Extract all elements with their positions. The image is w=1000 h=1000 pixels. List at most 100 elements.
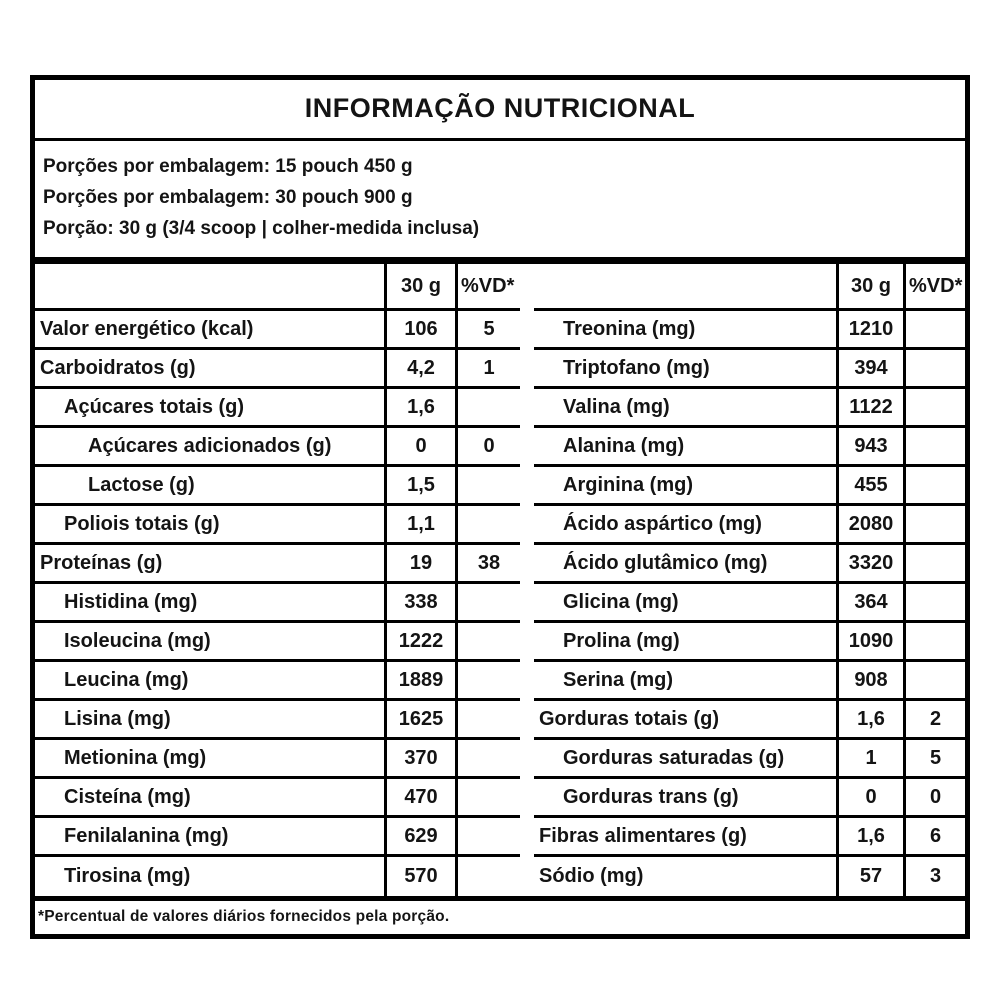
table-row: Lisina (mg) 1625: [35, 701, 520, 740]
table-row: Açúcares totais (g) 1,6: [35, 389, 520, 428]
dv-value: [458, 740, 520, 776]
amount-value: 908: [836, 662, 906, 698]
dv-value: 5: [483, 317, 495, 340]
dv-value: [458, 701, 520, 737]
amount-value: 629: [384, 818, 458, 854]
nutrient-name: Arginina (mg): [563, 473, 693, 496]
amount-value: 943: [836, 428, 906, 464]
dv-value: 38: [477, 551, 501, 574]
dv-value: [906, 584, 965, 620]
amount-value: 1,1: [384, 506, 458, 542]
table-row: Sódio (mg) 57 3: [534, 857, 965, 896]
serving-line: Porção: 30 g (3/4 scoop | colher-medida …: [43, 218, 480, 239]
column-header-row: 30 g %VD*: [534, 264, 965, 311]
amount-value: 19: [384, 545, 458, 581]
amount-value: 1122: [836, 389, 906, 425]
footnote: *Percentual de valores diários fornecido…: [35, 896, 965, 934]
dv-value: [906, 467, 965, 503]
dv-value: [458, 584, 520, 620]
nutrient-name: Açúcares adicionados (g): [88, 434, 332, 457]
dv-value: [906, 506, 965, 542]
amount-value: 1,5: [384, 467, 458, 503]
table-row: Carboidratos (g) 4,2 1: [35, 350, 520, 389]
nutrient-table-left: 30 g %VD* Valor energético (kcal) 106 5 Car…: [35, 264, 520, 896]
dv-value: [906, 662, 965, 698]
dv-value: 0: [483, 434, 495, 457]
amount-value: 1: [836, 740, 906, 776]
amount-value: 1090: [836, 623, 906, 659]
table-row: Proteínas (g) 19 38: [35, 545, 520, 584]
nutrient-name: Treonina (mg): [563, 317, 696, 340]
table-row: Treonina (mg) 1210: [534, 311, 965, 350]
amount-value: 455: [836, 467, 906, 503]
dv-value: [458, 623, 520, 659]
nutrient-name: Prolina (mg): [563, 629, 680, 652]
nutrient-name: Sódio (mg): [539, 865, 644, 887]
dv-value: 6: [929, 824, 942, 847]
nutrient-name: Gorduras trans (g): [563, 785, 739, 808]
nutrient-name: Alanina (mg): [563, 434, 685, 457]
amount-value: 106: [384, 311, 458, 347]
amount-value: 1,6: [836, 701, 906, 737]
table-row: Fenilalanina (mg) 629: [35, 818, 520, 857]
dv-value: [458, 779, 520, 815]
amount-column-header: 30 g: [384, 264, 458, 308]
nutrient-name: Proteínas (g): [40, 551, 163, 574]
nutrient-column-header: [534, 264, 836, 308]
amount-value: 1889: [384, 662, 458, 698]
table-row: Alanina (mg) 943: [534, 428, 965, 467]
dv-value: [458, 467, 520, 503]
dv-value: [458, 818, 520, 854]
table-row: Isoleucina (mg) 1222: [35, 623, 520, 662]
table-row: Fibras alimentares (g) 1,6 6: [534, 818, 965, 857]
amount-value: 57: [836, 857, 906, 896]
table-row: Metionina (mg) 370: [35, 740, 520, 779]
dv-value: 3: [929, 865, 942, 887]
nutrient-tables: 30 g %VD* Valor energético (kcal) 106 5 Car…: [35, 264, 965, 896]
dv-value: [906, 389, 965, 425]
amount-value: 370: [384, 740, 458, 776]
dv-value: [458, 389, 520, 425]
amount-value: 1,6: [384, 389, 458, 425]
table-row: Açúcares adicionados (g) 0 0: [35, 428, 520, 467]
nutrient-name: Gorduras saturadas (g): [563, 746, 785, 769]
table-row: Histidina (mg) 338: [35, 584, 520, 623]
table-row: Gorduras trans (g) 0 0: [534, 779, 965, 818]
amount-column-header: 30 g: [836, 264, 906, 308]
nutrient-name: Glicina (mg): [563, 590, 679, 613]
amount-value: 0: [836, 779, 906, 815]
nutrient-name: Carboidratos (g): [40, 356, 196, 379]
amount-value: 1222: [384, 623, 458, 659]
dv-value: [906, 428, 965, 464]
amount-value: 1625: [384, 701, 458, 737]
dv-value: [906, 350, 965, 386]
serving-info: Porções por embalagem: 15 pouch 450 g Po…: [35, 141, 965, 264]
table-row: Prolina (mg) 1090: [534, 623, 965, 662]
nutrient-name: Valor energético (kcal): [40, 317, 254, 340]
table-row: Triptofano (mg) 394: [534, 350, 965, 389]
column-header-row: 30 g %VD*: [35, 264, 520, 311]
nutrient-name: Leucina (mg): [64, 668, 189, 691]
nutrient-name: Açúcares totais (g): [64, 395, 245, 418]
nutrient-name: Poliois totais (g): [64, 512, 220, 535]
table-row: Ácido glutâmico (mg) 3320: [534, 545, 965, 584]
amount-value: 570: [384, 857, 458, 896]
table-row: Lactose (g) 1,5: [35, 467, 520, 506]
nutrient-name: Tirosina (mg): [64, 865, 191, 887]
nutrient-name: Cisteína (mg): [64, 785, 191, 808]
table-row: Ácido aspártico (mg) 2080: [534, 506, 965, 545]
nutrition-label: INFORMAÇÃO NUTRICIONAL Porções por embal…: [30, 75, 970, 939]
table-row: Gorduras totais (g) 1,6 2: [534, 701, 965, 740]
dv-value: [906, 623, 965, 659]
amount-value: 4,2: [384, 350, 458, 386]
table-row: Valor energético (kcal) 106 5: [35, 311, 520, 350]
dv-value: [458, 857, 520, 896]
dv-value: [906, 311, 965, 347]
amount-value: 0: [384, 428, 458, 464]
table-row: Gorduras saturadas (g) 1 5: [534, 740, 965, 779]
dv-column-header: %VD*: [909, 274, 963, 297]
amount-value: 1210: [836, 311, 906, 347]
nutrient-name: Isoleucina (mg): [64, 629, 211, 652]
table-gap: [520, 264, 534, 896]
amount-value: 1,6: [836, 818, 906, 854]
